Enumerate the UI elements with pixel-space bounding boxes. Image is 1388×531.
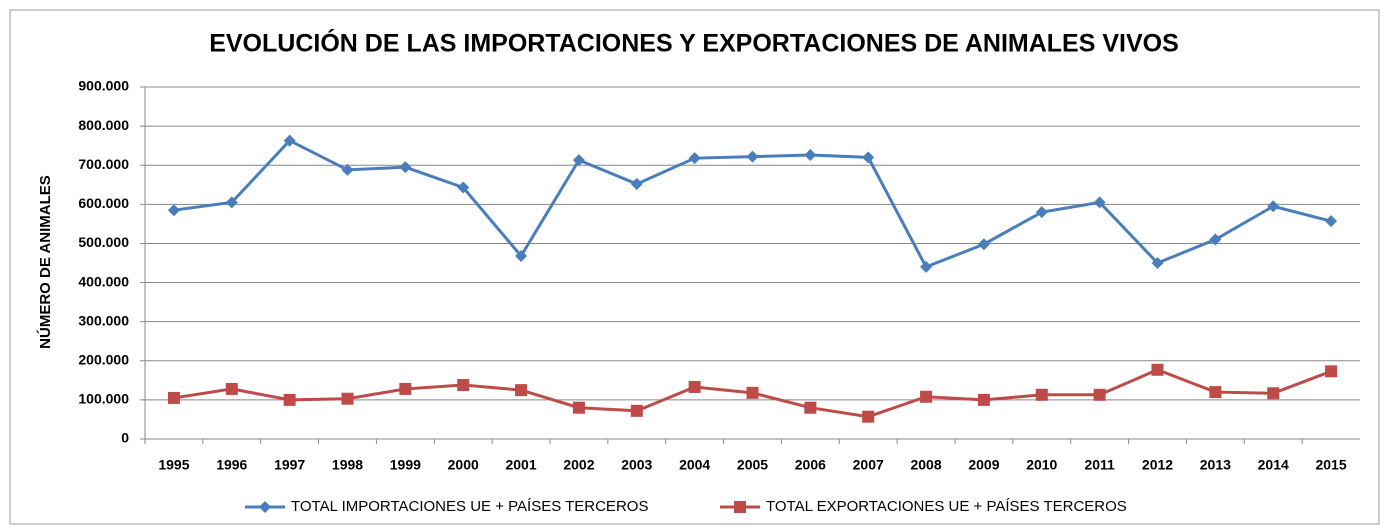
x-tick-label: 1998 <box>332 457 363 473</box>
x-tick-label: 2006 <box>795 457 826 473</box>
point <box>746 386 759 399</box>
x-tick-label: 2015 <box>1315 457 1346 473</box>
point <box>1325 365 1338 378</box>
x-tick-label: 2010 <box>1026 457 1057 473</box>
point <box>630 404 643 417</box>
x-tick-label: 1995 <box>158 457 189 473</box>
point <box>1035 388 1048 401</box>
point <box>167 204 180 217</box>
point <box>804 149 817 162</box>
y-tick-label: 100.000 <box>78 391 129 407</box>
y-tick-label: 700.000 <box>78 156 129 172</box>
legend-marker <box>259 501 271 513</box>
point <box>225 196 238 209</box>
legend-label: TOTAL EXPORTACIONES UE + PAÍSES TERCEROS <box>766 498 1127 515</box>
point <box>746 150 759 163</box>
point <box>804 401 817 414</box>
x-tick-label: 2007 <box>853 457 884 473</box>
point <box>283 134 296 147</box>
point <box>1325 215 1338 228</box>
point <box>167 391 180 404</box>
point <box>283 393 296 406</box>
x-tick-label: 2000 <box>448 457 479 473</box>
point <box>1151 257 1164 269</box>
y-tick-label: 400.000 <box>78 273 129 289</box>
x-tick-label: 2004 <box>679 457 710 473</box>
y-axis-label: NÚMERO DE ANIMALES <box>36 175 54 349</box>
point <box>225 382 238 395</box>
point <box>1209 233 1222 246</box>
point <box>1209 386 1222 399</box>
point <box>399 161 412 174</box>
x-tick-label: 2005 <box>737 457 768 473</box>
point <box>630 177 643 190</box>
x-tick-label: 1996 <box>216 457 247 473</box>
legend-label: TOTAL IMPORTACIONES UE + PAÍSES TERCEROS <box>291 498 648 515</box>
x-tick-label: 2009 <box>968 457 999 473</box>
x-tick-label: 2014 <box>1258 457 1289 473</box>
y-tick-label: 900.000 <box>78 78 129 94</box>
point <box>688 152 701 165</box>
point <box>399 382 412 395</box>
point <box>515 384 528 397</box>
point <box>457 181 470 194</box>
y-tick-label: 0 <box>121 430 129 446</box>
point <box>341 163 354 176</box>
point <box>977 393 990 406</box>
y-tick-label: 300.000 <box>78 312 129 328</box>
x-tick-label: 2011 <box>1084 457 1115 473</box>
point <box>1093 388 1106 401</box>
point <box>341 392 354 405</box>
x-tick-label: 1997 <box>274 457 305 473</box>
point <box>862 410 875 423</box>
chart-frame <box>9 9 1380 525</box>
point <box>688 380 701 393</box>
point <box>862 151 875 164</box>
point <box>920 390 933 403</box>
x-tick-label: 2012 <box>1142 457 1173 473</box>
point <box>1267 387 1280 400</box>
legend-marker <box>734 501 746 513</box>
point <box>572 401 585 414</box>
point <box>1267 200 1280 213</box>
y-tick-label: 500.000 <box>78 234 129 250</box>
point <box>457 379 470 392</box>
point <box>977 238 990 251</box>
point <box>1151 363 1164 376</box>
x-tick-label: 2002 <box>563 457 594 473</box>
y-tick-label: 600.000 <box>78 195 129 211</box>
x-tick-label: 2008 <box>910 457 941 473</box>
x-tick-label: 2003 <box>621 457 652 473</box>
y-tick-label: 800.000 <box>78 117 129 133</box>
x-tick-label: 2013 <box>1200 457 1231 473</box>
x-tick-label: 1999 <box>390 457 421 473</box>
point <box>1035 206 1048 219</box>
point <box>572 154 585 167</box>
point <box>920 260 933 273</box>
point <box>515 249 528 262</box>
chart-title: EVOLUCIÓN DE LAS IMPORTACIONES Y EXPORTA… <box>209 28 1179 58</box>
x-tick-label: 2001 <box>505 457 536 473</box>
y-tick-label: 200.000 <box>78 351 129 367</box>
point <box>1093 196 1106 209</box>
